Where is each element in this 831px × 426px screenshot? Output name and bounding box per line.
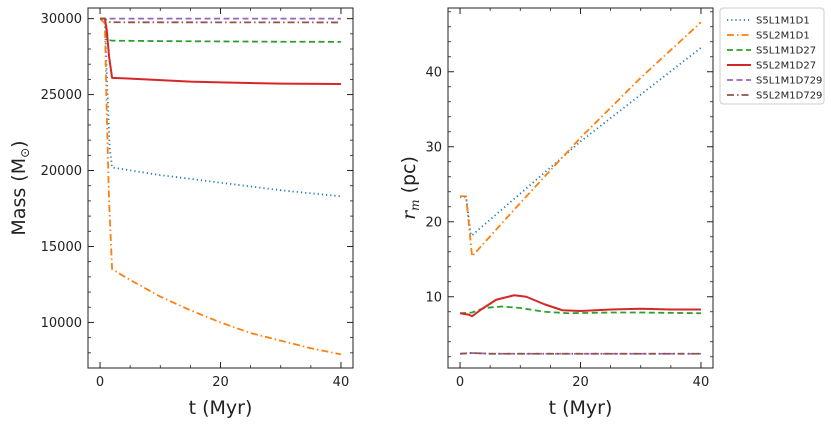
legend-label-s5l2m1d27: S5L2M1D27 [756, 61, 816, 72]
x-tick-label: 40 [693, 375, 710, 390]
legend-label-s5l2m1d729: S5L2M1D729 [756, 91, 822, 102]
panel-right: 0 20 40 10 20 30 40 t (Myr) rm(pc) S5L1M1D1 S5L2M1… [398, 7, 825, 419]
y-tick-label: 10000 [41, 316, 82, 331]
legend-label-s5l1m1d27: S5L1M1D27 [756, 46, 816, 57]
y-tick-label: 30 [425, 140, 442, 155]
y-tick-label: 15000 [41, 240, 82, 255]
legend: S5L1M1D1 S5L2M1D1 S5L1M1D27 S5L2M1D27 S5L1M1… [719, 7, 825, 105]
x-axis-label: t (Myr) [189, 397, 253, 419]
axes-frame [447, 7, 714, 369]
x-tick-label: 20 [212, 375, 229, 390]
series-line-s5l2m1d729 [459, 352, 701, 355]
y-tick-label: 40 [425, 65, 442, 80]
y-tick-label: 20000 [41, 164, 82, 179]
y-axis-label: rm(pc) [398, 156, 422, 220]
series-group [459, 21, 702, 355]
legend-label-s5l1m1d729: S5L1M1D729 [756, 76, 822, 87]
x-axis-label: t (Myr) [549, 397, 613, 419]
y-axis-label: Mass (M⊙) [8, 140, 32, 235]
series-group [99, 17, 342, 356]
series-line-s5l1m1d27 [459, 305, 701, 315]
x-tick-label: 0 [96, 375, 104, 390]
x-tick-label: 40 [333, 375, 350, 390]
series-line-s5l1m1d1 [460, 47, 702, 237]
series-line-s5l2m1d27 [459, 294, 701, 318]
y-tick-label: 30000 [41, 12, 82, 27]
series-line-s5l2m1d1 [99, 17, 342, 356]
x-tick-label: 20 [572, 375, 589, 390]
y-tick-label: 10 [425, 290, 442, 305]
series-line-s5l2m1d1 [460, 21, 702, 258]
legend-label-s5l1m1d1: S5L1M1D1 [756, 16, 810, 27]
panel-left: 0 20 40 10000 15000 20000 25000 30000 t (Myr) Mas… [8, 7, 354, 419]
series-line-s5l2m1d27 [100, 17, 341, 85]
y-tick-label: 20 [425, 215, 442, 230]
x-tick-label: 0 [456, 375, 464, 390]
series-line-s5l1m1d1 [100, 17, 342, 198]
y-tick-label: 25000 [41, 88, 82, 103]
legend-label-s5l2m1d1: S5L2M1D1 [756, 31, 810, 42]
series-line-s5l2m1d729 [100, 17, 341, 24]
axes-frame [87, 7, 354, 369]
